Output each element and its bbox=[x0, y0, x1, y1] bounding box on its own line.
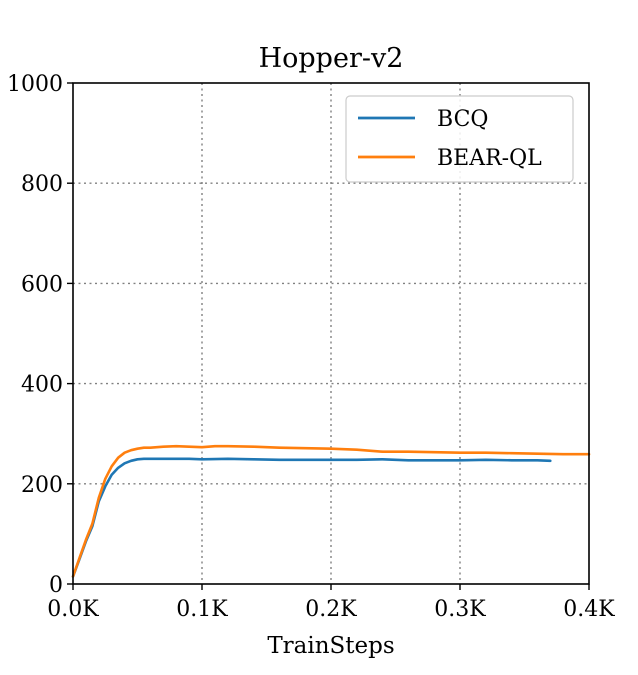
legend-label-bear-ql: BEAR-QL bbox=[437, 146, 542, 171]
legend-label-bcq: BCQ bbox=[437, 107, 488, 132]
series-lines bbox=[71, 444, 591, 578]
y-tick-label: 800 bbox=[21, 172, 63, 197]
x-tick-label: 0.1K bbox=[176, 597, 228, 622]
x-tick-label: 0.4K bbox=[563, 597, 615, 622]
legend: BCQ BEAR-QL bbox=[345, 95, 574, 183]
x-axis-label: TrainSteps bbox=[267, 633, 394, 659]
y-tick-label: 0 bbox=[49, 573, 63, 598]
x-tick-label: 0.0K bbox=[47, 597, 99, 622]
y-tick-label: 200 bbox=[21, 473, 63, 498]
chart-title: Hopper-v2 bbox=[259, 43, 404, 74]
y-tick-label: 1000 bbox=[7, 72, 63, 97]
x-tick-label: 0.2K bbox=[305, 597, 357, 622]
y-tick-label: 600 bbox=[21, 272, 63, 297]
series-line-bcq bbox=[71, 457, 552, 578]
y-tick-label: 400 bbox=[21, 373, 63, 398]
axis-ticks: 0.0K 0.1K 0.2K 0.3K 0.4K 0 200 400 600 800 1000 bbox=[7, 72, 615, 622]
series-line-bear-ql bbox=[71, 444, 591, 578]
x-tick-label: 0.3K bbox=[434, 597, 486, 622]
